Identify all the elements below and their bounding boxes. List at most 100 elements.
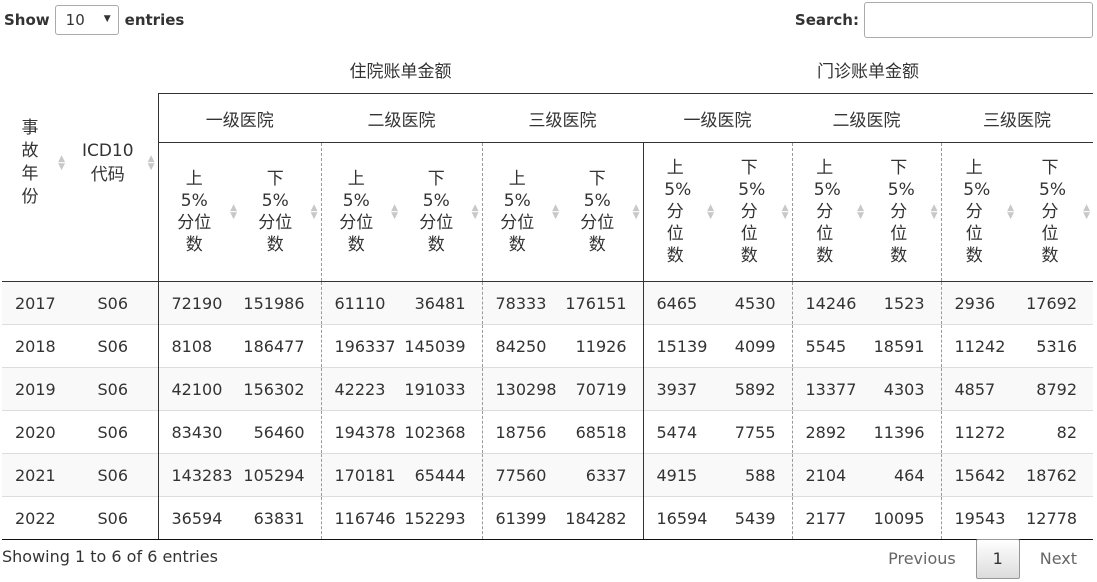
cell-year: 2020	[2, 410, 68, 454]
column-header-lower[interactable]: 下5%分位数 ▲ ▼	[867, 142, 941, 282]
table-cell: 83430	[157, 410, 240, 454]
table-cell: 5474	[642, 410, 717, 454]
cell-icd10: S06	[68, 367, 158, 411]
table-cell: 68518	[562, 410, 643, 454]
show-label: Show	[4, 11, 50, 29]
table-cell: 63831	[240, 496, 321, 540]
table-cell: 42223	[320, 367, 401, 411]
table-cell: 5892	[717, 367, 792, 411]
table-cell: 5316	[1017, 324, 1093, 368]
column-header-icd10[interactable]: ICD10代码 ▲ ▼	[68, 45, 158, 282]
table-cell: 36481	[401, 281, 482, 325]
column-header-lower[interactable]: 下5%分位数 ▲ ▼	[240, 142, 321, 282]
cell-year: 2019	[2, 367, 68, 411]
sort-icon: ▲ ▼	[707, 203, 714, 221]
table-cell: 11242	[940, 324, 1017, 368]
chevron-down-icon: ▼	[103, 14, 111, 24]
table-cell: 4530	[717, 281, 792, 325]
table-cell: 19543	[940, 496, 1017, 540]
upper-label: 上5%分位数	[339, 169, 374, 255]
table-cell: 6337	[562, 453, 643, 497]
table-cell: 4857	[940, 367, 1017, 411]
column-header-upper[interactable]: 上5%分位数 ▲ ▼	[791, 142, 867, 282]
cell-icd10: S06	[68, 453, 158, 497]
table-cell: 13377	[791, 367, 867, 411]
next-button[interactable]: Next	[1039, 549, 1077, 568]
cell-icd10: S06	[68, 324, 158, 368]
column-header-upper[interactable]: 上5%分位数 ▲ ▼	[481, 142, 562, 282]
table-cell: 4099	[717, 324, 792, 368]
lower-label: 下5%分位数	[419, 169, 454, 255]
sort-icon: ▲ ▼	[1007, 203, 1014, 221]
length-control: Show 10 ▼ entries	[4, 4, 184, 36]
table-row: 2021 S06 143283 105294 170181 65444 77560 6337 4…	[2, 453, 1093, 497]
table-cell: 4915	[642, 453, 717, 497]
sort-icon: ▲ ▼	[857, 203, 864, 221]
table-cell: 61399	[481, 496, 562, 540]
column-header-upper[interactable]: 上5%分位数 ▲ ▼	[157, 142, 240, 282]
entries-select[interactable]: 10 ▼	[54, 5, 119, 35]
cell-icd10: S06	[68, 281, 158, 325]
sort-icon: ▲ ▼	[930, 203, 938, 221]
table-cell: 42100	[157, 367, 240, 411]
table-cell: 464	[867, 453, 941, 497]
table-row: 2019 S06 42100 156302 42223 191033 130298 70719…	[2, 367, 1093, 411]
table-cell: 65444	[401, 453, 482, 497]
column-header-lower[interactable]: 下5%分位数 ▲ ▼	[717, 142, 792, 282]
table-cell: 143283	[157, 453, 240, 497]
table-cell: 2936	[940, 281, 1017, 325]
table-cell: 196337	[320, 324, 401, 368]
sort-icon: ▲ ▼	[552, 203, 559, 221]
sort-icon: ▲ ▼	[310, 203, 318, 221]
table-cell: 18591	[867, 324, 941, 368]
table-cell: 14246	[791, 281, 867, 325]
page-button-current[interactable]: 1	[975, 539, 1020, 579]
table-cell: 18756	[481, 410, 562, 454]
lower-label: 下5%分位数	[258, 169, 293, 255]
table-cell: 77560	[481, 453, 562, 497]
table-cell: 2892	[791, 410, 867, 454]
table-cell: 105294	[240, 453, 321, 497]
column-header-lower[interactable]: 下5%分位数 ▲ ▼	[562, 142, 643, 282]
table-cell: 6465	[642, 281, 717, 325]
table-cell: 5439	[717, 496, 792, 540]
column-header-lower[interactable]: 下5%分位数 ▲ ▼	[1017, 142, 1093, 282]
column-header-upper[interactable]: 上5%分位数 ▲ ▼	[320, 142, 401, 282]
table-cell: 8792	[1017, 367, 1093, 411]
header-level-inpatient-1: 一级医院	[157, 93, 321, 143]
table-cell: 4303	[867, 367, 941, 411]
table-cell: 2177	[791, 496, 867, 540]
lower-label: 下5%分位数	[1039, 158, 1066, 266]
table-cell: 12778	[1017, 496, 1093, 540]
table-cell: 11926	[562, 324, 643, 368]
table-cell: 151986	[240, 281, 321, 325]
table-cell: 61110	[320, 281, 401, 325]
lower-label: 下5%分位数	[887, 158, 915, 266]
table-cell: 152293	[401, 496, 482, 540]
column-header-year[interactable]: 事故年份 ▲ ▼	[2, 45, 68, 282]
column-header-upper[interactable]: 上5%分位数 ▲ ▼	[940, 142, 1017, 282]
cell-year: 2017	[2, 281, 68, 325]
table-cell: 56460	[240, 410, 321, 454]
sort-icon: ▲ ▼	[471, 203, 479, 221]
table-cell: 70719	[562, 367, 643, 411]
table-row: 2018 S06 8108 186477 196337 145039 84250 11926 1…	[2, 324, 1093, 368]
table-row: 2020 S06 83430 56460 194378 102368 18756 68518 5…	[2, 410, 1093, 454]
search-input[interactable]	[864, 2, 1093, 38]
entries-select-value: 10	[65, 11, 85, 29]
sort-icon: ▲ ▼	[781, 203, 789, 221]
header-group-outpatient: 门诊账单金额	[817, 61, 919, 82]
cell-year: 2018	[2, 324, 68, 368]
column-header-upper[interactable]: 上5%分位数 ▲ ▼	[642, 142, 717, 282]
header-level-outpatient-1: 一级医院	[643, 93, 792, 143]
table-cell: 7755	[717, 410, 792, 454]
sort-icon: ▲ ▼	[1083, 203, 1090, 221]
table-cell: 184282	[562, 496, 643, 540]
table-cell: 116746	[320, 496, 401, 540]
table-cell: 156302	[240, 367, 321, 411]
previous-button[interactable]: Previous	[888, 549, 956, 568]
table-cell: 170181	[320, 453, 401, 497]
column-header-lower[interactable]: 下5%分位数 ▲ ▼	[401, 142, 482, 282]
table-cell: 1523	[867, 281, 941, 325]
table-cell: 82	[1017, 410, 1093, 454]
